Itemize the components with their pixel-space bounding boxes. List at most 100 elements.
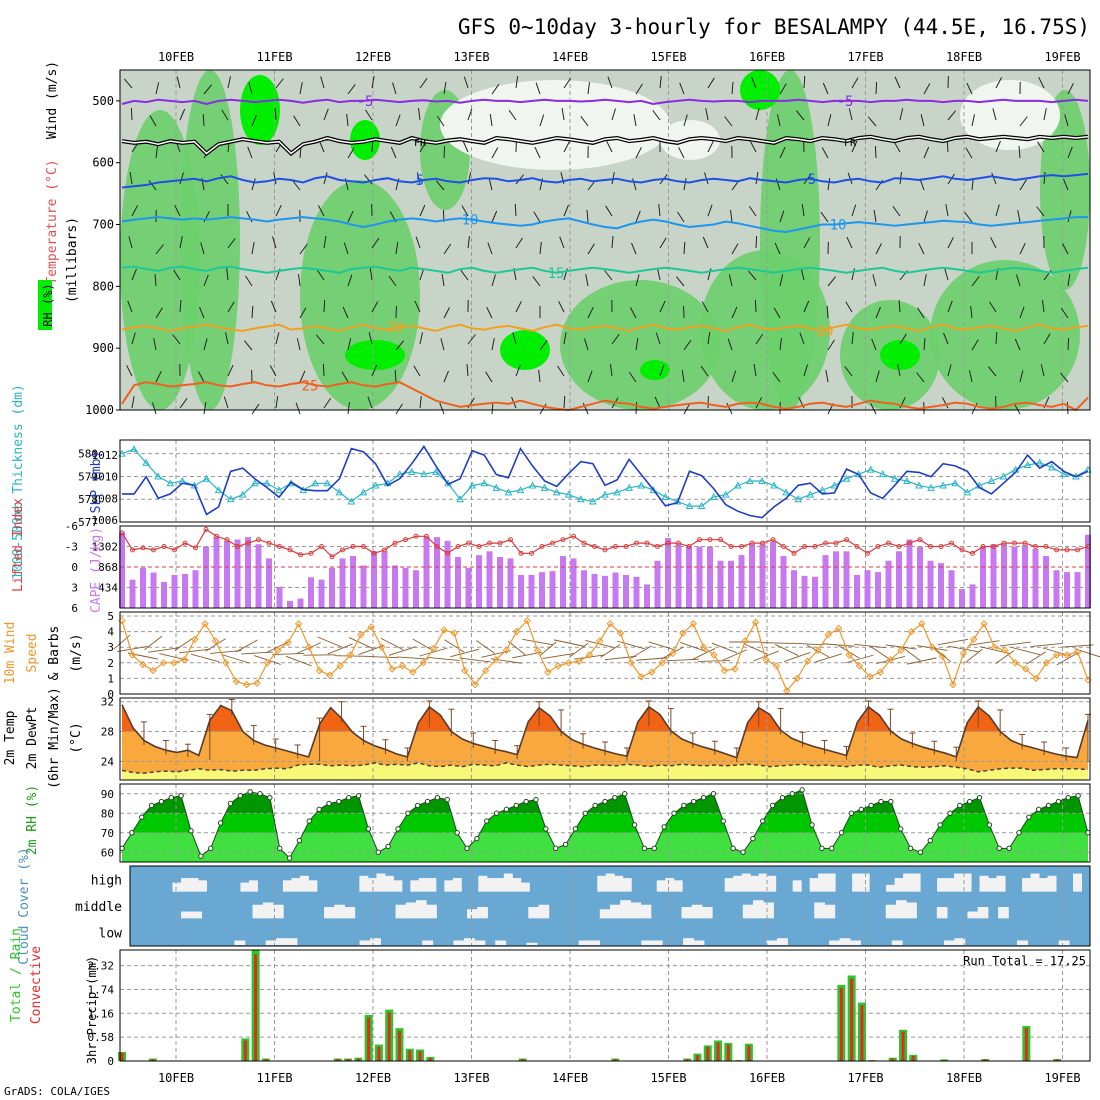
rh2m-point [158,798,165,805]
wind-barb [1013,403,1021,415]
precip-convective-bar [685,1058,689,1061]
precip-tick: 0.58 [88,1031,115,1044]
wind-barb-10m [964,648,983,664]
thickness-point [492,483,501,491]
wind-barb [395,114,401,127]
wind-speed-point [305,643,313,651]
wind-barb [871,338,877,351]
rh2m-point [415,802,421,809]
rh2m-point [523,798,529,805]
isotherm-label: 25 [302,378,319,394]
wind-barb [179,172,184,185]
date-label-top: 19FEB [1044,50,1080,64]
cloud-middle-bar [701,907,713,919]
wind-barb [443,307,451,319]
rh-region-saturated [880,340,920,370]
cloud-high-bar [1039,878,1049,892]
lifted-index-line [121,528,1089,558]
wind-barb [701,301,709,313]
lifted-index-point [445,550,450,556]
precip-tick: 0 [107,1055,114,1068]
wind-barb [916,372,925,383]
cloud-low-bar [474,940,486,945]
wind-barb-10m [948,645,979,653]
cape-bar [843,551,850,608]
wind-barb [443,82,447,95]
cape-bar [917,546,923,608]
wind-barb-10m [174,637,194,651]
date-label-bottom: 17FEB [847,1071,883,1085]
wind-barb [441,274,445,287]
wind-barb [347,402,350,415]
cloud-high-bar [418,878,428,892]
pressure-tick-label: 500 [92,94,114,108]
wind-barb [587,82,590,95]
cape-bar [654,560,661,608]
rh-region [930,260,1080,410]
rh2m-point [227,800,234,807]
wind-barb [635,338,639,351]
rh2m-point [898,826,904,832]
cloud-middle-bar [763,902,774,919]
rh2m-point [927,837,933,844]
lifted-index-point [749,540,755,546]
cape-bar [728,560,734,608]
wind-barb [1067,83,1074,95]
cloud-middle-bar [998,907,1009,919]
cape-bar [182,573,188,608]
date-label-bottom: 19FEB [1044,1071,1080,1085]
cloud-high-bar [180,878,190,892]
precip-convective-bar [264,1058,268,1061]
wind-barb [995,140,1001,153]
wind-barb [1019,370,1024,383]
wind-barb [658,204,661,217]
rh2m-point [286,855,293,861]
cape-bar [644,584,650,608]
lifted-index-point [833,540,839,546]
wind-barb [731,243,739,255]
wind-speed-point [596,637,604,645]
cape-bar [465,567,472,608]
wind-barb [707,268,712,281]
cape-bar [591,573,598,608]
lifted-index-point [812,544,818,549]
wind-barb-10m [235,639,258,653]
wind-speed-point [731,665,739,673]
rh2m-point [720,818,726,824]
wind-barb-10m [148,647,179,653]
wind-speed-point [139,660,147,669]
wind-barb [488,178,493,191]
lifted-index-point [413,533,419,539]
ylabel-wind10m-line: Speed [25,633,40,672]
wind-speed-point [689,620,697,628]
thickness-point [564,490,573,498]
date-label-bottom: 14FEB [552,1071,588,1085]
ylabel-wind10m-line: (m/s) [69,633,84,672]
cloud-high-bar [172,882,182,892]
wind-barb [772,372,781,383]
thickness-point [782,488,790,496]
wind-barb [586,209,589,223]
wind-barb [273,172,277,185]
wind-barb [801,204,805,217]
cloud-low-bar [641,940,653,945]
wind-barb [532,276,541,287]
rh2m-point [661,824,667,830]
panel-rh2m: 60 70 80 90 [101,784,1091,862]
rh-tick: 70 [101,827,114,840]
wind-barb [587,243,595,255]
wind-barb-10m [444,639,465,653]
lifted-index-point [760,540,765,546]
wind-barb [292,180,301,191]
lifted-index-point [371,550,377,556]
lifted-index-point [1012,540,1017,546]
cape-bar [959,589,965,608]
wind-barb [704,172,709,185]
wind-barb [1063,178,1069,191]
wind-barb [652,110,661,121]
wind-barb [127,300,133,313]
wind-barb [298,274,301,287]
precip-convective-bar [850,978,854,1061]
wind-barb [293,115,301,127]
wind-barb-10m [604,655,637,661]
